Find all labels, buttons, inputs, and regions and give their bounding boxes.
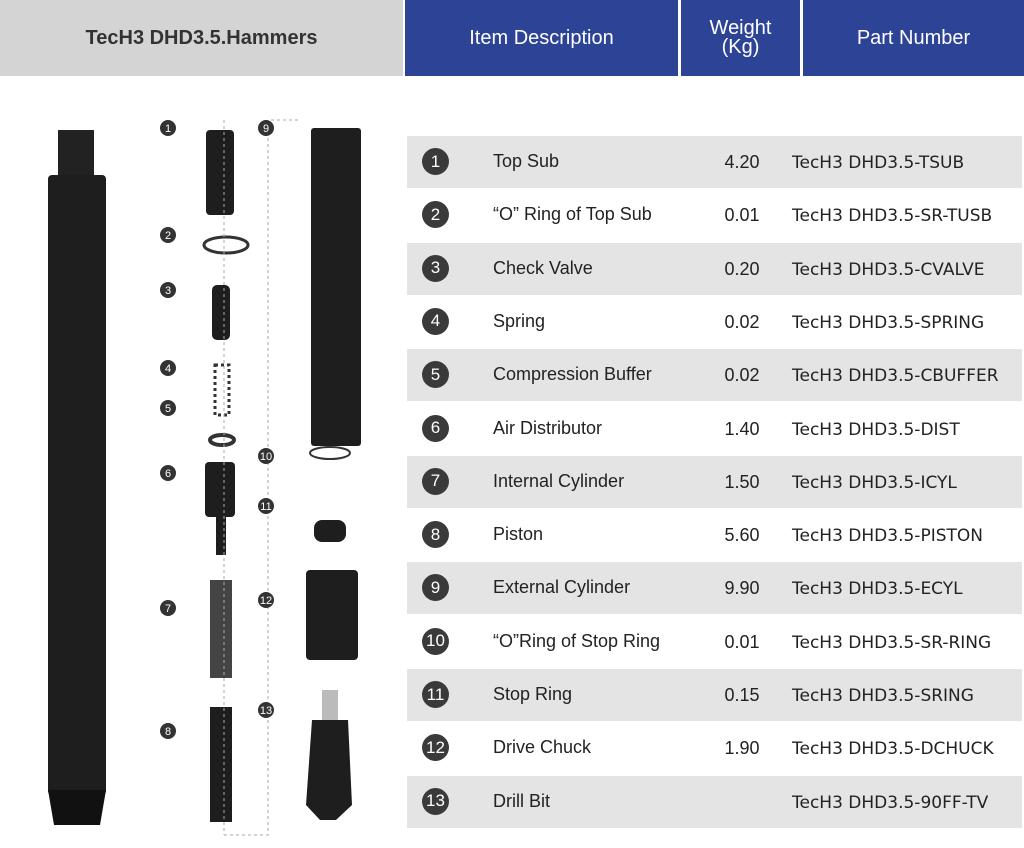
table-row: 2 “O” Ring of Top Sub 0.01 TecH3 DHD3.5-… — [407, 189, 1022, 241]
table-row: 7 Internal Cylinder 1.50 TecH3 DHD3.5-IC… — [407, 455, 1022, 508]
item-part-number: TecH3 DHD3.5-SPRING — [792, 312, 985, 333]
svg-text:2: 2 — [165, 230, 171, 242]
item-description: External Cylinder — [493, 577, 631, 598]
item-number-badge: 4 — [422, 307, 449, 335]
svg-text:11: 11 — [260, 501, 271, 513]
table-row: 5 Compression Buffer 0.02 TecH3 DHD3.5-C… — [407, 349, 1022, 402]
item-weight: 0.01 — [724, 631, 760, 652]
item-description: Stop Ring — [493, 684, 573, 704]
item-part-number: TecH3 DHD3.5-ECYL — [792, 579, 963, 600]
table-row: 10 “O”Ring of Stop Ring 0.01 TecH3 DHD3.… — [407, 616, 1022, 668]
item-description: “O” Ring of Top Sub — [493, 204, 652, 225]
item-number-badge: 10 — [422, 627, 449, 655]
item-weight: 1.40 — [724, 418, 760, 439]
item-number-badge: 3 — [422, 254, 449, 282]
callout-4: 4 — [160, 360, 176, 376]
item-weight: 0.02 — [724, 365, 760, 386]
callout-12: 12 — [258, 592, 274, 608]
hammer-diagram: 1 2 3 4 5 6 7 8 9 10 11 12 13 — [48, 119, 361, 836]
item-description: Piston — [493, 524, 544, 545]
item-part-number: TecH3 DHD3.5-DCHUCK — [792, 739, 994, 760]
svg-text:5: 5 — [165, 403, 171, 415]
table-row: 1 Top Sub 4.20 TecH3 DHD3.5-TSUB — [407, 136, 1022, 188]
item-part-number: TecH3 DHD3.5-SRING — [792, 686, 974, 706]
callout-13: 13 — [258, 702, 274, 718]
table-row: 4 Spring 0.02 TecH3 DHD3.5-SPRING — [407, 296, 1022, 348]
item-description: Check Valve — [493, 257, 593, 278]
svg-text:3: 3 — [165, 285, 171, 297]
item-description: Spring — [493, 310, 546, 331]
item-weight: 1.50 — [724, 471, 760, 492]
item-description: Top Sub — [493, 151, 560, 171]
svg-text:8: 8 — [165, 726, 171, 738]
callout-11: 11 — [258, 498, 274, 514]
col-item-description: Item Description — [405, 0, 678, 76]
svg-text:4: 4 — [165, 363, 171, 375]
svg-text:1: 1 — [165, 123, 171, 135]
item-part-number: TecH3 DHD3.5-DIST — [792, 419, 960, 440]
svg-text:12: 12 — [260, 595, 272, 607]
item-weight: 4.20 — [724, 152, 760, 172]
item-part-number: TecH3 DHD3.5-ICYL — [792, 472, 957, 493]
table-row: 13 Drill Bit TecH3 DHD3.5-90FF-TV — [407, 775, 1022, 828]
item-number-badge: 7 — [422, 467, 449, 495]
item-number-badge: 8 — [422, 521, 449, 549]
item-number-badge: 2 — [422, 201, 449, 229]
callout-1: 1 — [160, 120, 176, 136]
item-description: Air Distributor — [493, 417, 603, 438]
callout-3: 3 — [160, 282, 176, 298]
assembled-hammer — [48, 130, 106, 825]
item-number-badge: 6 — [422, 414, 449, 442]
item-part-number: TecH3 DHD3.5-SR-RING — [792, 632, 992, 653]
svg-text:9: 9 — [263, 123, 269, 135]
svg-text:10: 10 — [260, 451, 272, 463]
item-part-number: TecH3 DHD3.5-CVALVE — [792, 259, 985, 280]
callout-2: 2 — [160, 227, 176, 243]
table-row: 12 Drive Chuck 1.90 TecH3 DHD3.5-DCHUCK — [407, 722, 1022, 774]
svg-text:7: 7 — [165, 603, 171, 615]
part-callouts: 1 2 3 4 5 6 7 8 9 10 11 12 13 — [160, 120, 274, 739]
item-number-badge: 1 — [422, 148, 449, 175]
product-title: TecH3 DHD3.5.Hammers — [0, 0, 403, 76]
table-row: 3 Check Valve 0.20 TecH3 DHD3.5-CVALVE — [407, 242, 1022, 295]
item-weight: 5.60 — [724, 525, 760, 546]
item-description: Compression Buffer — [493, 364, 652, 385]
col-weight: Weight (Kg) — [681, 0, 800, 76]
item-number-badge: 12 — [422, 734, 449, 762]
callout-5: 5 — [160, 400, 176, 416]
item-part-number: TecH3 DHD3.5-PISTON — [792, 526, 983, 547]
item-weight: 1.90 — [724, 738, 760, 759]
item-description: Drill Bit — [493, 790, 550, 811]
callout-7: 7 — [160, 600, 176, 616]
item-part-number: TecH3 DHD3.5-CBUFFER — [792, 366, 999, 387]
item-number-badge: 11 — [422, 681, 449, 708]
callout-8: 8 — [160, 723, 176, 739]
item-number-badge: 9 — [422, 574, 449, 602]
item-weight: 0.20 — [724, 258, 760, 279]
item-number-badge: 5 — [422, 361, 449, 389]
col-part-number: Part Number — [803, 0, 1024, 76]
item-description: Drive Chuck — [493, 737, 592, 758]
table-row: 8 Piston 5.60 TecH3 DHD3.5-PISTON — [407, 509, 1022, 561]
item-weight: 9.90 — [724, 578, 760, 599]
item-weight: 0.01 — [724, 205, 760, 226]
svg-text:6: 6 — [165, 468, 171, 480]
item-part-number: TecH3 DHD3.5-90FF-TV — [792, 792, 989, 813]
table-row: 11 Stop Ring 0.15 TecH3 DHD3.5-SRING — [407, 669, 1022, 721]
item-weight: 0.15 — [724, 685, 760, 705]
callout-10: 10 — [258, 448, 274, 464]
callout-6: 6 — [160, 465, 176, 481]
svg-text:13: 13 — [260, 705, 272, 717]
item-part-number: TecH3 DHD3.5-SR-TUSB — [792, 206, 993, 227]
item-part-number: TecH3 DHD3.5-TSUB — [792, 153, 965, 173]
item-weight: 0.02 — [724, 311, 760, 332]
item-number-badge: 13 — [422, 787, 449, 815]
callout-9: 9 — [258, 120, 274, 136]
table-row: 6 Air Distributor 1.40 TecH3 DHD3.5-DIST — [407, 403, 1022, 455]
table-row: 9 External Cylinder 9.90 TecH3 DHD3.5-EC… — [407, 562, 1022, 615]
item-description: Internal Cylinder — [493, 470, 625, 491]
item-description: “O”Ring of Stop Ring — [493, 630, 661, 651]
